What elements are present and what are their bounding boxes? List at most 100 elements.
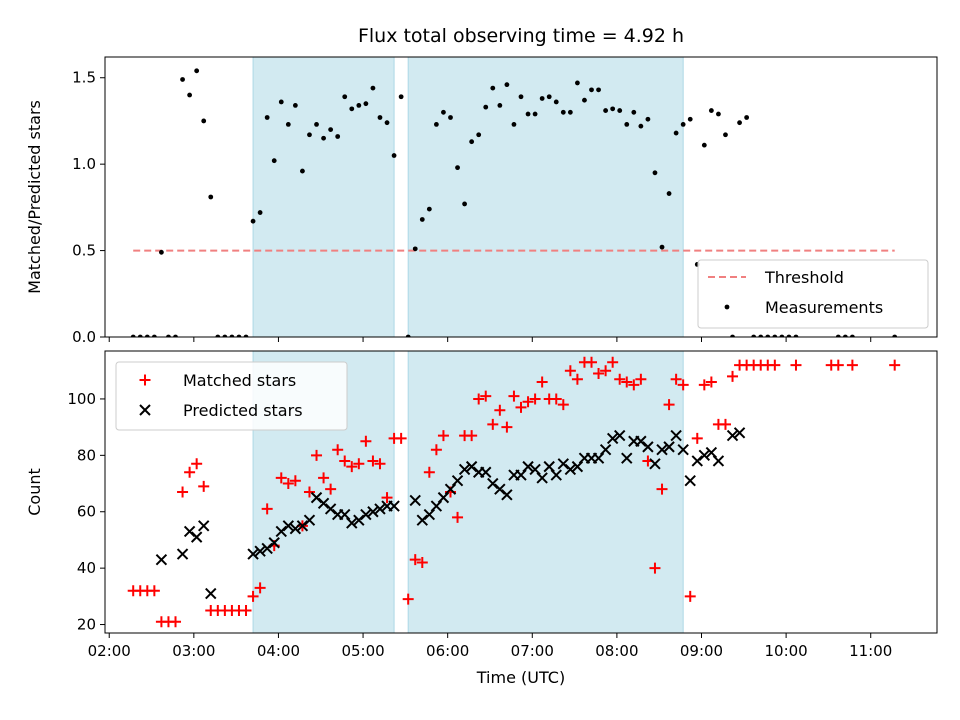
measurement-point [567,109,573,115]
measurement-point [793,334,799,337]
matched-star-point [663,399,675,411]
x-tick-label: 03:00 [172,642,215,660]
measurement-point [546,94,552,100]
y-tick-label: 80 [77,446,96,464]
measurement-point [250,218,256,224]
measurement-point [215,334,221,337]
measurement-point [384,120,390,126]
measurement-point [751,334,757,337]
shaded-interval [252,56,395,338]
measurement-point [560,109,566,115]
count-panel: 20 40 60 80 100 02:00 03:00 04:00 05:00 06:00 07:0… [25,350,938,687]
legend-matched-swatch [139,374,151,386]
matched-star-point [529,393,541,405]
predicted-star-point [550,469,562,481]
measurement-point [412,246,418,252]
measurement-point [582,97,587,103]
matched-star-point [395,432,407,444]
matched-star-point [586,356,598,368]
predicted-star-point [621,452,633,464]
y-tick-label: 20 [77,616,96,634]
measurement-point [243,334,249,337]
matched-star-point [536,376,548,388]
measurement-point [292,102,298,108]
matched-star-point [522,396,534,408]
measurement-point [271,158,277,164]
measurement-point [377,115,383,120]
matched-star-point [656,483,668,495]
measurement-point [307,132,312,138]
measurement-point [716,111,721,117]
ratio-panel: 0.0 0.5 1.0 1.5 Matched/Predicted stars Thres… [25,56,938,346]
matched-star-point [614,373,626,385]
measurement-point [518,94,524,100]
predicted-star-point [176,548,189,560]
measurement-point [708,108,714,113]
measurement-point [419,217,425,222]
predicted-star-point [614,429,626,442]
predicted-star-point [677,443,689,456]
measurement-point [497,102,503,108]
measurement-point [314,122,319,127]
predicted-star-point [205,587,217,600]
matched-star-point [247,590,259,602]
measurement-point [356,102,362,108]
measurement-point [426,206,432,212]
measurement-point [455,165,460,171]
matched-star-point [240,604,252,616]
predicted-star-point [606,432,619,445]
plot-area [130,68,898,337]
x-tick-label: 06:00 [426,642,469,660]
matched-star-point [170,616,182,628]
matched-star-point [889,359,901,371]
matched-star-point [649,562,661,574]
measurement-point [370,85,376,91]
measurement-point [349,106,355,112]
matched-star-point [628,379,640,391]
plot-area [127,356,901,628]
measurement-point [166,334,171,337]
measurement-point [723,132,728,138]
x-tick-label: 10:00 [764,642,807,660]
measurement-point [257,210,263,215]
matched-star-point [416,557,428,568]
measurement-point [180,77,185,82]
matched-star-point [846,359,858,371]
measurement-point [772,334,778,337]
predicted-star-point [698,449,711,462]
measurement-point [631,109,637,115]
x-tick-label: 09:00 [680,642,723,660]
measurement-point [511,122,517,127]
matched-star-point [402,593,414,605]
measurement-point [673,130,679,136]
measurement-point [849,334,855,337]
matched-star-point [515,401,527,413]
measurement-point [786,334,792,337]
matched-star-point [677,379,689,391]
predicted-star-point [733,427,746,439]
x-tick-label: 04:00 [257,642,300,660]
measurement-point [610,106,616,112]
matched-star-point [191,458,203,470]
y-tick-label: 1.5 [72,69,96,87]
predicted-star-point [501,489,513,501]
matched-star-point [339,455,351,467]
legend-predicted-swatch [139,404,151,416]
predicted-star-point [480,466,492,478]
matched-star-point [275,472,287,484]
measurement-point [342,94,348,100]
measurement-point [285,122,291,127]
measurement-point [744,115,750,120]
matched-star-point [325,483,337,495]
measurement-point [130,334,136,337]
matched-star-point [550,393,562,405]
measurement-point [701,142,707,148]
legend-box [697,259,929,329]
axes-frame [104,56,938,338]
measurement-point [144,334,150,337]
measurement-point [335,134,341,139]
measurement-point [575,80,580,86]
matched-star-point [684,590,696,602]
matched-star-point [670,373,682,385]
predicted-star-point [268,537,280,549]
